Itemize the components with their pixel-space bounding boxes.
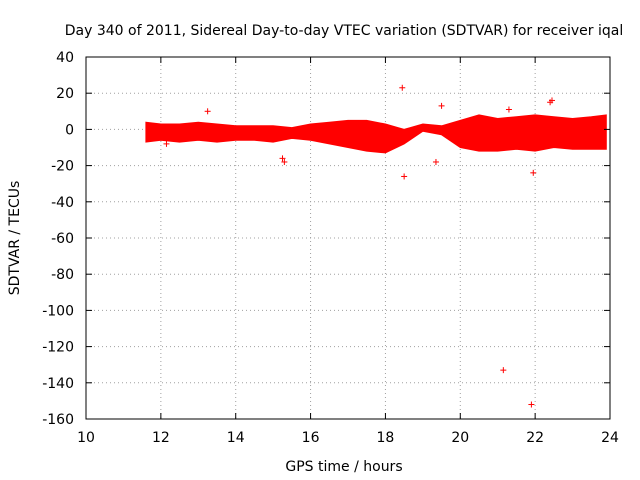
- x-tick-label: 10: [77, 430, 95, 446]
- data-point: [530, 169, 537, 176]
- data-point: [500, 367, 507, 374]
- data-point: [399, 84, 406, 91]
- plot-frame: [85, 56, 611, 420]
- x-tick-label: 12: [152, 430, 170, 446]
- y-tick-label: -20: [51, 159, 74, 175]
- x-tick-label: 24: [601, 430, 619, 446]
- data-point: [548, 97, 555, 104]
- y-tick-label: -140: [42, 376, 74, 392]
- data-point: [163, 140, 170, 147]
- x-tick-label: 20: [451, 430, 469, 446]
- data-point: [438, 102, 445, 109]
- y-tick-label: 20: [56, 86, 74, 102]
- data-band: [145, 114, 607, 154]
- y-tick-label: -80: [51, 267, 74, 283]
- data-point: [281, 158, 288, 165]
- x-tick-label: 22: [526, 430, 544, 446]
- x-tick-label: 18: [377, 430, 395, 446]
- y-tick-label: -60: [51, 231, 74, 247]
- data-point: [279, 155, 286, 162]
- y-tick-label: -40: [51, 195, 74, 211]
- y-tick-label: 0: [65, 122, 74, 138]
- x-tick-label: 16: [302, 430, 320, 446]
- y-tick-label: 40: [56, 50, 74, 66]
- data-point: [528, 401, 535, 408]
- data-point: [401, 173, 408, 180]
- data-point: [204, 108, 211, 115]
- x-axis-title: GPS time / hours: [285, 459, 402, 475]
- x-tick-label: 14: [227, 430, 245, 446]
- data-point: [505, 106, 512, 113]
- chart-title: Day 340 of 2011, Sidereal Day-to-day VTE…: [65, 23, 623, 39]
- y-axis-title: SDTVAR / TECUs: [7, 181, 23, 296]
- y-tick-label: -120: [42, 340, 74, 356]
- data-point: [432, 158, 439, 165]
- y-tick-label: -100: [42, 303, 74, 319]
- y-tick-label: -160: [42, 412, 74, 428]
